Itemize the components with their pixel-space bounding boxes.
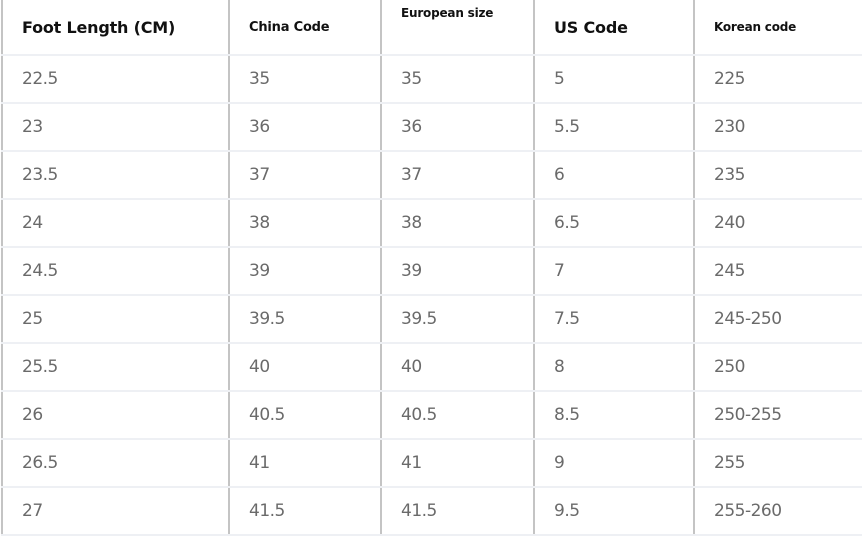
european-size-cell: 36: [380, 103, 535, 152]
header-european-size: European size: [380, 0, 535, 56]
european-size-cell: 41: [380, 439, 535, 488]
foot-length-cell: 24: [1, 199, 230, 248]
header-china-code: China Code: [228, 0, 382, 56]
korean-code-cell: 240: [693, 199, 862, 248]
foot-length-cell: 26: [1, 391, 230, 440]
us-code-cell: 7.5: [533, 295, 695, 344]
european-size-cell: 41.5: [380, 487, 535, 536]
korean-code-cell: 250-255: [693, 391, 862, 440]
china-code-cell: 35: [228, 55, 382, 104]
china-code-cell: 40.5: [228, 391, 382, 440]
table-row: 24.5 39 39 7 245: [1, 247, 862, 296]
korean-code-cell: 225: [693, 55, 862, 104]
korean-code-cell: 245: [693, 247, 862, 296]
table-row: 22.5 35 35 5 225: [1, 55, 862, 104]
china-code-cell: 37: [228, 151, 382, 200]
china-code-cell: 41.5: [228, 487, 382, 536]
korean-code-cell: 230: [693, 103, 862, 152]
header-us-code: US Code: [533, 0, 695, 56]
table-row: 24 38 38 6.5 240: [1, 199, 862, 248]
us-code-cell: 9.5: [533, 487, 695, 536]
foot-length-cell: 25.5: [1, 343, 230, 392]
table-row: 23.5 37 37 6 235: [1, 151, 862, 200]
korean-code-cell: 245-250: [693, 295, 862, 344]
european-size-cell: 40: [380, 343, 535, 392]
us-code-cell: 6: [533, 151, 695, 200]
table-row: 23 36 36 5.5 230: [1, 103, 862, 152]
foot-length-cell: 24.5: [1, 247, 230, 296]
us-code-cell: 7: [533, 247, 695, 296]
china-code-cell: 38: [228, 199, 382, 248]
us-code-cell: 5: [533, 55, 695, 104]
foot-length-cell: 26.5: [1, 439, 230, 488]
china-code-cell: 40: [228, 343, 382, 392]
foot-length-cell: 23: [1, 103, 230, 152]
foot-length-cell: 22.5: [1, 55, 230, 104]
table-row: 25 39.5 39.5 7.5 245-250: [1, 295, 862, 344]
table-row: 26.5 41 41 9 255: [1, 439, 862, 488]
korean-code-cell: 250: [693, 343, 862, 392]
china-code-cell: 36: [228, 103, 382, 152]
korean-code-cell: 255: [693, 439, 862, 488]
china-code-cell: 39.5: [228, 295, 382, 344]
european-size-cell: 40.5: [380, 391, 535, 440]
header-foot-length: Foot Length (CM): [1, 0, 230, 56]
european-size-cell: 38: [380, 199, 535, 248]
table-row: 25.5 40 40 8 250: [1, 343, 862, 392]
foot-length-cell: 27: [1, 487, 230, 536]
table-row: 27 41.5 41.5 9.5 255-260: [1, 487, 862, 536]
european-size-cell: 39: [380, 247, 535, 296]
korean-code-cell: 235: [693, 151, 862, 200]
european-size-cell: 37: [380, 151, 535, 200]
header-korean-code: Korean code: [693, 0, 862, 56]
foot-length-cell: 25: [1, 295, 230, 344]
us-code-cell: 9: [533, 439, 695, 488]
us-code-cell: 6.5: [533, 199, 695, 248]
us-code-cell: 8: [533, 343, 695, 392]
china-code-cell: 41: [228, 439, 382, 488]
china-code-cell: 39: [228, 247, 382, 296]
us-code-cell: 8.5: [533, 391, 695, 440]
korean-code-cell: 255-260: [693, 487, 862, 536]
table-row: 26 40.5 40.5 8.5 250-255: [1, 391, 862, 440]
us-code-cell: 5.5: [533, 103, 695, 152]
header-row: Foot Length (CM) China Code European siz…: [1, 0, 862, 56]
foot-length-cell: 23.5: [1, 151, 230, 200]
european-size-cell: 39.5: [380, 295, 535, 344]
european-size-cell: 35: [380, 55, 535, 104]
